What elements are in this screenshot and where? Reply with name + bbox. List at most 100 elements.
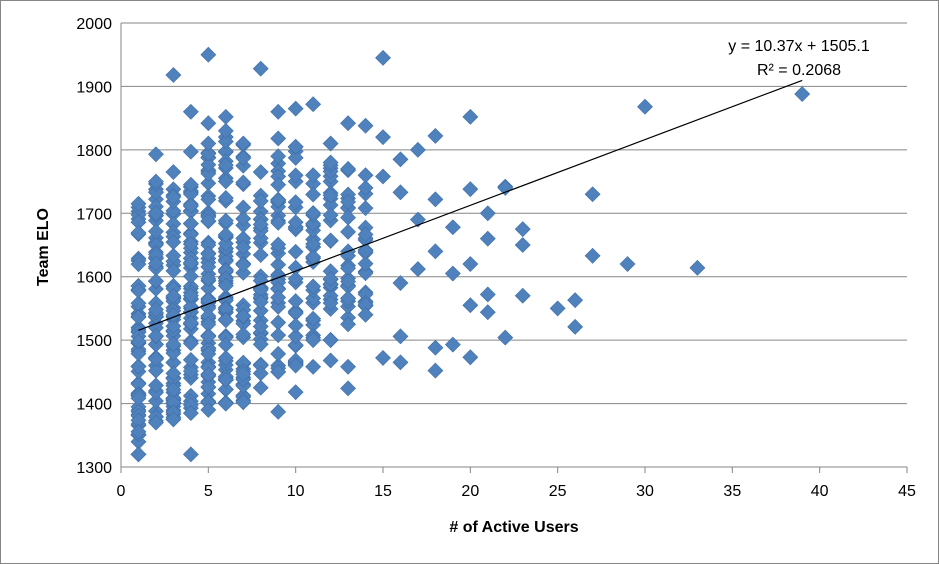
- data-point: [514, 221, 531, 238]
- data-point: [148, 393, 164, 409]
- data-point: [322, 135, 339, 152]
- data-point: [270, 103, 287, 120]
- data-point: [340, 115, 356, 132]
- data-point: [392, 354, 409, 371]
- data-point: [287, 328, 304, 345]
- data-point: [130, 295, 147, 312]
- data-point: [217, 190, 234, 206]
- data-point: [392, 151, 409, 168]
- data-point: [200, 156, 217, 173]
- data-point: [165, 164, 182, 180]
- data-point: [165, 288, 182, 304]
- data-point: [270, 176, 287, 193]
- data-point: [200, 292, 217, 309]
- data-point: [182, 314, 199, 331]
- trendline-r-squared: R² = 0.2068: [757, 62, 841, 79]
- data-point: [375, 49, 391, 66]
- data-point: [252, 336, 269, 353]
- data-point: [235, 210, 252, 227]
- data-point: [165, 336, 182, 353]
- y-tick-label: 1900: [76, 79, 112, 96]
- data-point: [322, 187, 339, 204]
- data-point: [148, 173, 164, 190]
- data-point: [287, 270, 304, 287]
- data-point: [130, 446, 147, 463]
- data-point: [235, 264, 252, 281]
- data-point: [252, 294, 269, 310]
- data-point: [794, 86, 811, 102]
- data-point: [340, 380, 356, 397]
- data-point: [619, 256, 636, 272]
- data-point: [427, 127, 444, 144]
- data-point: [130, 333, 147, 350]
- data-point: [165, 67, 182, 83]
- data-point: [322, 207, 339, 224]
- data-point: [444, 336, 461, 353]
- data-point: [357, 117, 374, 134]
- data-point: [567, 292, 584, 309]
- data-point: [497, 329, 514, 346]
- data-point: [287, 337, 304, 353]
- data-point: [410, 261, 426, 278]
- data-point: [637, 98, 653, 115]
- x-tick-label: 30: [636, 483, 654, 500]
- data-point: [165, 318, 182, 335]
- data-point: [182, 446, 199, 463]
- data-point: [357, 226, 374, 243]
- x-tick-label: 45: [898, 483, 916, 500]
- axes: [120, 23, 908, 473]
- data-point: [148, 350, 164, 367]
- data-point: [270, 363, 287, 380]
- data-point: [200, 165, 217, 182]
- data-point: [252, 379, 269, 396]
- data-point: [148, 273, 164, 289]
- data-point: [444, 265, 461, 282]
- x-tick-label: 10: [287, 483, 305, 500]
- data-point: [182, 268, 199, 285]
- data-point: [287, 138, 304, 155]
- data-point: [200, 366, 217, 383]
- data-point: [130, 256, 147, 273]
- data-point: [148, 223, 164, 240]
- x-tick-label: 40: [811, 483, 829, 500]
- data-point: [305, 278, 322, 295]
- data-point: [270, 345, 287, 362]
- y-tick-label: 1800: [76, 143, 112, 160]
- data-point: [462, 256, 479, 272]
- data-point: [270, 289, 287, 306]
- data-point: [252, 60, 269, 77]
- data-point: [148, 205, 164, 221]
- data-point: [200, 328, 217, 345]
- data-point: [217, 395, 234, 412]
- data-point: [305, 216, 322, 232]
- data-point: [148, 146, 164, 163]
- data-point: [340, 209, 356, 226]
- data-point: [182, 103, 199, 120]
- data-point: [305, 96, 322, 113]
- data-point: [270, 403, 287, 420]
- data-point: [357, 265, 374, 282]
- data-point: [217, 133, 234, 150]
- data-point: [182, 298, 199, 315]
- data-point: [200, 46, 217, 63]
- data-point: [165, 411, 182, 428]
- data-point: [130, 358, 147, 375]
- data-point: [340, 160, 356, 177]
- data-point: [462, 297, 479, 314]
- data-point: [200, 115, 217, 132]
- data-point: [549, 300, 566, 317]
- data-point: [217, 371, 234, 388]
- data-point: [165, 365, 182, 382]
- data-point: [375, 349, 391, 366]
- data-point: [200, 379, 217, 395]
- data-point: [410, 141, 426, 158]
- data-point: [200, 401, 217, 418]
- data-point: [235, 135, 252, 152]
- data-point: [305, 310, 322, 327]
- data-point: [270, 192, 287, 209]
- data-point: [252, 216, 269, 233]
- data-point: [287, 214, 304, 231]
- data-point: [270, 130, 287, 147]
- data-point: [148, 414, 164, 431]
- data-point: [130, 309, 147, 326]
